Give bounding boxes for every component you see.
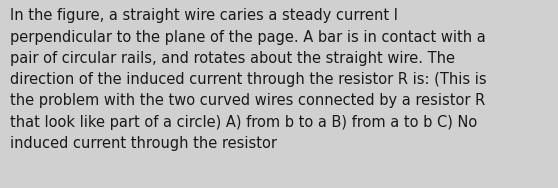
Text: In the figure, a straight wire caries a steady current I
perpendicular to the pl: In the figure, a straight wire caries a … bbox=[10, 8, 487, 151]
